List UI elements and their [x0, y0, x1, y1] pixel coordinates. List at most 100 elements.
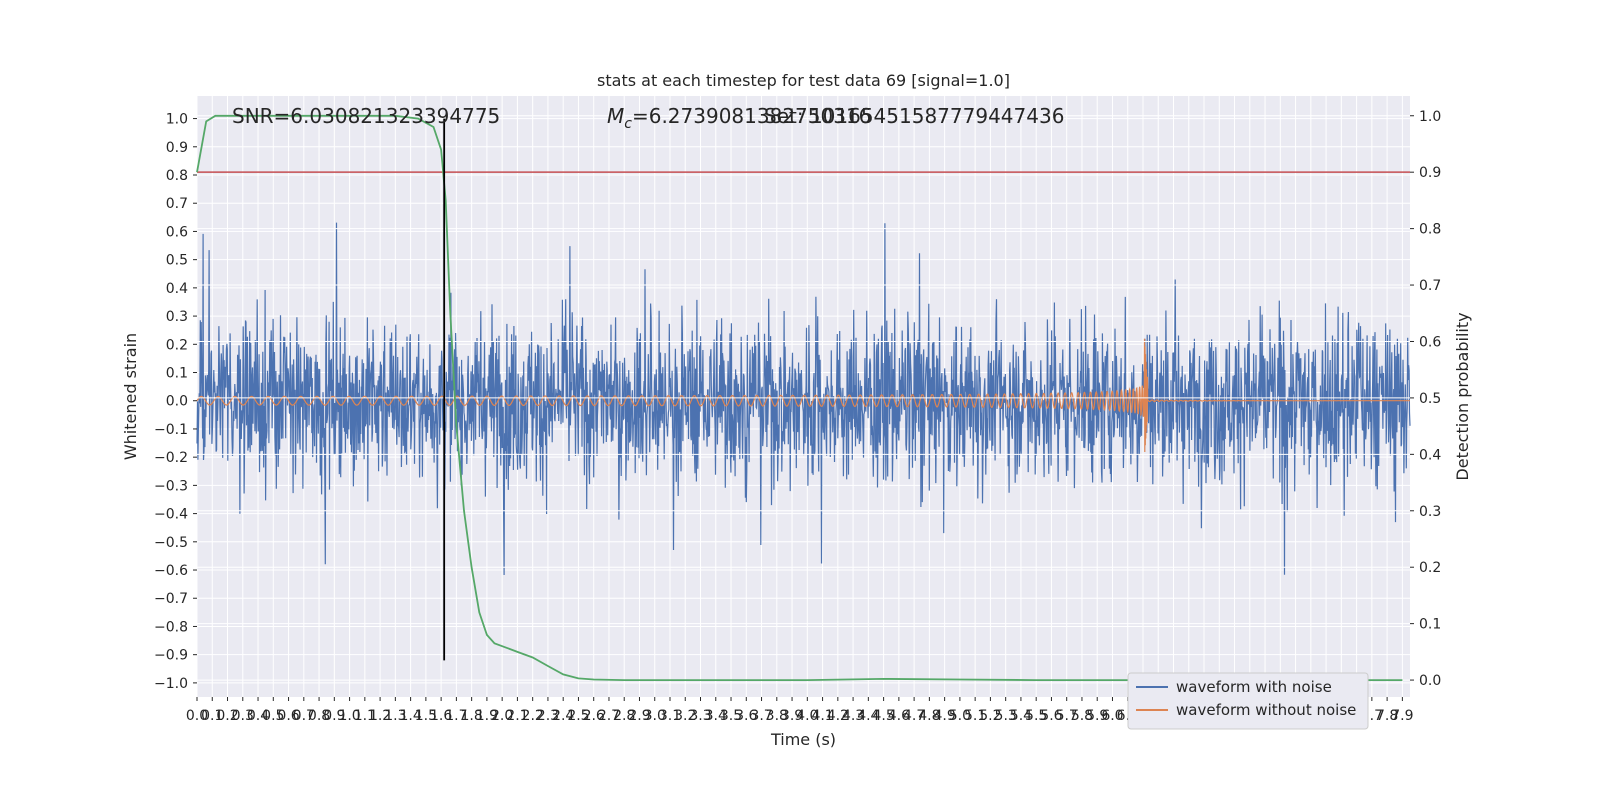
x-tick-label: 0.9	[323, 708, 345, 724]
x-tick-label: 3.8	[766, 708, 788, 724]
legend-label-noisy: waveform with noise	[1176, 678, 1332, 696]
x-tick-label: 5.1	[964, 708, 986, 724]
y-tick-label: 0.4	[166, 281, 188, 297]
x-tick-label: 5.0	[949, 708, 971, 724]
x-tick-label: 1.1	[354, 708, 376, 724]
y-tick-label: 0.8	[166, 168, 188, 184]
x-tick-label: 4.7	[903, 708, 925, 724]
x-tick-label: 1.9	[476, 708, 498, 724]
x-tick-label: 5.8	[1071, 708, 1093, 724]
x-tick-label: 5.3	[995, 708, 1017, 724]
y-tick-label: −0.1	[154, 422, 188, 438]
y2-tick-label: 0.0	[1419, 673, 1441, 689]
y-axis-ticks: −1.0 −0.9 −0.8 −0.7 −0.6 −0.5 −0.4 −0.3 −0.2 −0.1…	[154, 112, 197, 692]
x-tick-label: 3.2	[674, 708, 696, 724]
x-tick-label: 2.9	[628, 708, 650, 724]
x-tick-label: 7.8	[1376, 708, 1398, 724]
mc-subscript: c	[624, 116, 632, 132]
y2-tick-label: 0.7	[1419, 278, 1441, 294]
y-axis-label: Whitened strain	[121, 333, 140, 460]
x-tick-label: 3.1	[659, 708, 681, 724]
y-tick-label: 0.6	[166, 224, 188, 240]
x-tick-label: 4.8	[918, 708, 940, 724]
x-tick-label: 0.2	[216, 708, 238, 724]
x-tick-label: 3.5	[720, 708, 742, 724]
x-tick-label: 0.7	[293, 708, 315, 724]
y-tick-label: −0.2	[154, 450, 188, 466]
chart-title: stats at each timestep for test data 69 …	[597, 71, 1010, 90]
y-tick-label: −0.9	[154, 648, 188, 664]
y-tick-label: −0.7	[154, 591, 188, 607]
x-tick-label: 3.0	[644, 708, 666, 724]
y-tick-label: 0.3	[166, 309, 188, 325]
x-tick-label: 3.4	[705, 708, 727, 724]
x-tick-label: 1.4	[399, 708, 421, 724]
y2-tick-label: 0.6	[1419, 334, 1441, 350]
x-tick-label: 0.1	[201, 708, 223, 724]
x-tick-label: 5.5	[1025, 708, 1047, 724]
x-tick-label: 4.2	[827, 708, 849, 724]
y-tick-label: −0.4	[154, 507, 188, 523]
x-tick-label: 0.4	[247, 708, 269, 724]
y-tick-label: −0.3	[154, 478, 188, 494]
legend-label-clean: waveform without noise	[1176, 701, 1356, 719]
y-tick-label: −0.5	[154, 535, 188, 551]
x-tick-label: 5.6	[1040, 708, 1062, 724]
series-detection-probability	[196, 114, 1403, 681]
x-tick-label: 0.0	[186, 708, 208, 724]
x-tick-label: 3.6	[735, 708, 757, 724]
x-tick-label: 2.1	[506, 708, 528, 724]
x-tick-label: 7.9	[1391, 708, 1413, 724]
y-tick-label: 1.0	[166, 112, 188, 128]
y2-tick-label: 0.9	[1419, 165, 1441, 181]
y2-axis-ticks: 0.0 0.1 0.2 0.3 0.4 0.5 0.6 0.7 0.8 0.9 1.0	[1410, 109, 1441, 689]
legend-box	[1127, 672, 1369, 730]
x-tick-label: 4.1	[811, 708, 833, 724]
data-layer	[196, 114, 1411, 681]
series-waveform-without-noise	[196, 338, 1410, 453]
legend: waveform with noise waveform without noi…	[1127, 672, 1369, 730]
x-tick-label: 2.0	[491, 708, 513, 724]
x-tick-label: 5.9	[1086, 708, 1108, 724]
x-tick-label: 0.8	[308, 708, 330, 724]
y-tick-label: −0.8	[154, 619, 188, 635]
y-tick-label: 0.7	[166, 196, 188, 212]
x-tick-label: 2.4	[552, 708, 574, 724]
x-tick-label: 3.9	[781, 708, 803, 724]
y2-tick-label: 0.2	[1419, 560, 1441, 576]
chirp-mass-annotation: Mc=6.2739081382750316	[607, 104, 871, 132]
mc-value: =6.2739081382750316	[632, 104, 871, 128]
x-tick-label: 1.6	[430, 708, 452, 724]
x-tick-label: 4.5	[872, 708, 894, 724]
y-tick-label: 0.5	[166, 253, 188, 269]
x-tick-label: 1.2	[369, 708, 391, 724]
x-tick-label: 1.5	[415, 708, 437, 724]
x-tick-label: 5.7	[1056, 708, 1078, 724]
series-waveform-with-noise	[196, 222, 1411, 576]
x-tick-label: 2.2	[522, 708, 544, 724]
y-tick-label: −0.6	[154, 563, 188, 579]
x-tick-label: 2.5	[567, 708, 589, 724]
x-tick-label: 4.9	[934, 708, 956, 724]
x-tick-label: 2.8	[613, 708, 635, 724]
x-tick-label: 0.6	[277, 708, 299, 724]
y-tick-label: 0.1	[166, 366, 188, 382]
y2-tick-label: 0.8	[1419, 222, 1441, 238]
x-tick-label: 4.6	[888, 708, 910, 724]
y-tick-label: 0.2	[166, 337, 188, 353]
x-tick-label: 5.2	[979, 708, 1001, 724]
mc-symbol: M	[607, 104, 624, 128]
y2-tick-label: 0.4	[1419, 447, 1441, 463]
snr-annotation: SNR=6.030821323394775	[232, 104, 500, 128]
x-tick-label: 5.4	[1010, 708, 1032, 724]
y-tick-label: 0.9	[166, 140, 188, 156]
y2-tick-label: 0.5	[1419, 391, 1441, 407]
y-tick-label: −1.0	[154, 676, 188, 692]
x-tick-label: 1.0	[338, 708, 360, 724]
x-tick-label: 3.7	[750, 708, 772, 724]
y2-axis-label: Detection probability	[1453, 312, 1472, 480]
x-tick-label: 1.8	[461, 708, 483, 724]
overlapping-annotation: Set: 10165451587779447436	[764, 104, 1064, 128]
x-tick-label: 3.3	[689, 708, 711, 724]
